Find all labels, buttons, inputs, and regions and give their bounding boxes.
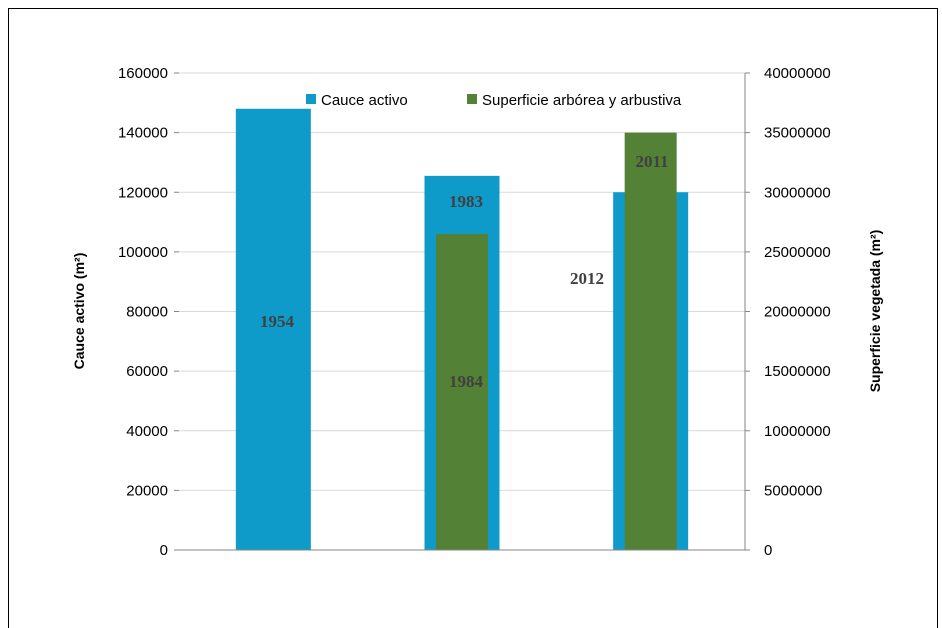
right-tick-label: 0 bbox=[764, 542, 772, 559]
bar-year-label: 1983 bbox=[449, 192, 483, 211]
bar-year-label: 1954 bbox=[260, 312, 295, 331]
right-tick-label: 30000000 bbox=[764, 184, 831, 201]
right-tick-label: 35000000 bbox=[764, 125, 831, 142]
right-tick-label: 10000000 bbox=[764, 423, 831, 440]
right-tick-label: 5000000 bbox=[764, 482, 822, 499]
right-tick-label: 15000000 bbox=[764, 363, 831, 380]
legend-swatch-superficie-arborea bbox=[467, 94, 477, 104]
right-tick-label: 20000000 bbox=[764, 304, 831, 321]
legend: Cauce activo Superficie arbórea y arbust… bbox=[306, 92, 682, 109]
right-tick-labels: 0 5000000 10000000 15000000 20000000 25000000… bbox=[745, 65, 831, 559]
left-tick-label: 40000 bbox=[126, 423, 168, 440]
left-tick-labels: 0 20000 40000 60000 80000 100000 120000 140000 1… bbox=[118, 65, 179, 559]
bar-superficie-arborea bbox=[624, 132, 677, 550]
right-tick-label: 25000000 bbox=[764, 244, 831, 261]
bar-superficie-arborea bbox=[436, 233, 488, 551]
bar-year-label: 2011 bbox=[635, 152, 668, 171]
y-axis-title-right: Superficie vegetada (m²) bbox=[867, 230, 883, 393]
y-axis-title-left: Cauce activo (m²) bbox=[71, 253, 87, 370]
legend-label-cauce-activo: Cauce activo bbox=[321, 92, 408, 109]
bars bbox=[235, 108, 689, 551]
left-tick-label: 160000 bbox=[118, 65, 168, 82]
left-tick-label: 100000 bbox=[118, 244, 168, 261]
left-tick-label: 140000 bbox=[118, 125, 168, 142]
left-tick-label: 0 bbox=[160, 542, 168, 559]
bar-year-label: 1984 bbox=[449, 372, 484, 391]
legend-label-superficie-arborea: Superficie arbórea y arbustiva bbox=[482, 92, 682, 109]
left-tick-label: 60000 bbox=[126, 363, 168, 380]
left-tick-label: 20000 bbox=[126, 482, 168, 499]
right-tick-label: 40000000 bbox=[764, 65, 831, 82]
bar-cauce-activo bbox=[235, 108, 311, 551]
left-tick-label: 80000 bbox=[126, 304, 168, 321]
left-tick-label: 120000 bbox=[118, 184, 168, 201]
bar-year-label: 2012 bbox=[570, 269, 604, 288]
chart-frame bbox=[8, 8, 938, 628]
bar-labels: 1954 1983 1984 2012 2011 bbox=[260, 152, 669, 391]
legend-swatch-cauce-activo bbox=[306, 94, 316, 104]
